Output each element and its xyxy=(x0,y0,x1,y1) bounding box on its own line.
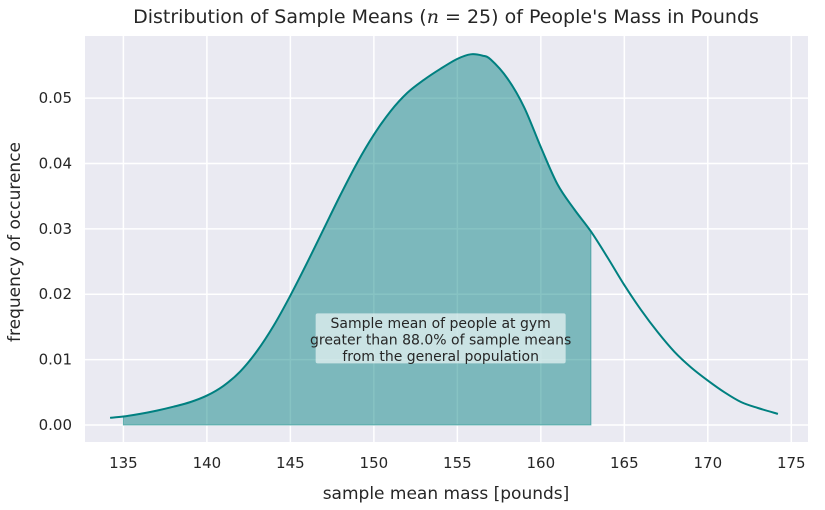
annotation-box xyxy=(315,313,566,364)
x-tick-label: 150 xyxy=(360,454,389,472)
plot-background xyxy=(85,36,808,442)
title-part-after: ) of People's Mass in Pounds xyxy=(491,6,759,28)
chart-title: Distribution of Sample Means (n = 25) of… xyxy=(133,6,759,28)
x-tick-label: 135 xyxy=(109,454,138,472)
y-axis-ticks: 0.00 0.01 0.02 0.03 0.04 0.05 xyxy=(39,89,72,434)
density-curve xyxy=(109,53,779,419)
y-tick-label: 0.03 xyxy=(39,220,72,238)
y-tick-label: 0.01 xyxy=(39,351,72,369)
x-tick-label: 170 xyxy=(693,454,722,472)
annotation-line-1: Sample mean of people at gym xyxy=(331,316,551,332)
x-axis-ticks: 135 140 145 150 155 160 165 170 175 xyxy=(109,454,806,472)
y-tick-label: 0.04 xyxy=(39,154,72,172)
y-tick-label: 0.00 xyxy=(39,416,72,434)
annotation-line-3: from the general population xyxy=(342,349,539,365)
annotation-line-2: greater than 88.0% of sample means xyxy=(310,332,571,348)
x-tick-label: 140 xyxy=(193,454,222,472)
title-n-symbol: n xyxy=(427,6,439,28)
annotation: Sample mean of people at gym greater tha… xyxy=(310,313,571,365)
x-tick-label: 165 xyxy=(610,454,639,472)
x-tick-label: 175 xyxy=(777,454,806,472)
y-tick-label: 0.05 xyxy=(39,89,72,107)
x-tick-label: 145 xyxy=(276,454,305,472)
title-n-value: 25 xyxy=(467,6,491,28)
y-tick-label: 0.02 xyxy=(39,285,72,303)
x-axis-label: sample mean mass [pounds] xyxy=(323,484,570,504)
x-tick-label: 155 xyxy=(443,454,472,472)
title-equals: = xyxy=(439,6,467,28)
title-part-before: Distribution of Sample Means ( xyxy=(133,6,427,28)
x-tick-label: 160 xyxy=(527,454,556,472)
y-axis-label: frequency of occurence xyxy=(5,142,25,342)
